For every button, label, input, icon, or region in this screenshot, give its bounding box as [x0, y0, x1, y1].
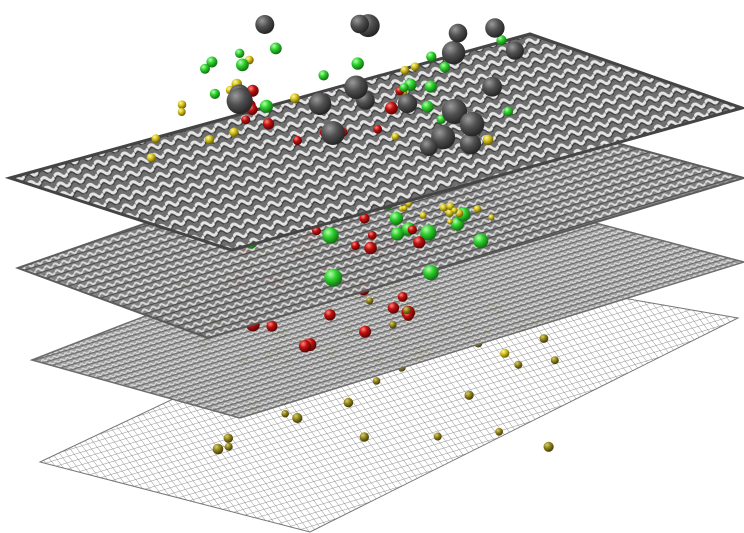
red-particle: [387, 302, 400, 314]
green-particle: [426, 51, 437, 62]
green-particle: [269, 42, 282, 55]
yellow-particle: [223, 433, 233, 443]
yellow-particle: [439, 203, 448, 212]
yellow-particle: [391, 132, 400, 141]
gray-particle: [320, 121, 345, 145]
yellow-particle: [539, 334, 549, 343]
gray-particle: [420, 138, 438, 156]
gray-particle: [255, 15, 275, 34]
green-particle: [322, 227, 339, 244]
red-particle: [397, 292, 408, 302]
green-particle: [236, 58, 249, 72]
gray-particle: [482, 76, 502, 97]
yellow-particle: [482, 134, 494, 146]
yellow-particle: [229, 127, 239, 137]
yellow-particle: [204, 135, 215, 145]
yellow-particle: [281, 409, 290, 418]
green-particle: [318, 70, 329, 81]
green-particle: [389, 211, 404, 226]
green-particle: [423, 264, 439, 281]
green-particle: [390, 227, 404, 241]
yellow-particle: [372, 377, 381, 385]
gray-particle: [226, 87, 253, 115]
yellow-particle: [410, 62, 420, 71]
gray-particle: [441, 41, 466, 65]
yellow-particle: [292, 412, 303, 424]
green-particle: [473, 233, 489, 249]
yellow-particle: [359, 432, 369, 442]
yellow-particle: [473, 205, 482, 213]
red-particle: [413, 236, 426, 249]
yellow-particle: [151, 134, 161, 144]
yellow-particle: [403, 306, 411, 315]
green-particle: [439, 62, 451, 73]
red-particle: [351, 241, 360, 251]
yellow-particle: [500, 348, 510, 358]
yellow-particle: [290, 93, 300, 104]
green-particle: [206, 56, 218, 68]
yellow-particle: [224, 442, 233, 451]
yellow-particle: [514, 360, 523, 369]
gray-particle: [459, 111, 485, 137]
green-particle: [399, 83, 409, 93]
red-particle: [367, 231, 377, 240]
yellow-particle: [212, 443, 224, 455]
yellow-particle: [146, 153, 156, 163]
red-particle: [364, 241, 377, 255]
gray-particle: [448, 23, 468, 43]
red-particle: [241, 115, 251, 125]
red-particle: [385, 101, 398, 115]
gray-particle: [344, 75, 368, 100]
yellow-particle: [550, 356, 559, 365]
gray-particle: [441, 98, 468, 124]
yellow-particle: [464, 390, 474, 400]
yellow-particle: [419, 212, 427, 219]
gray-particle: [485, 18, 505, 38]
green-particle: [259, 99, 273, 113]
gray-particle: [505, 41, 524, 60]
particles-above: [146, 14, 524, 163]
red-particle: [324, 309, 336, 321]
yellow-particle: [451, 207, 458, 214]
red-particle: [359, 325, 372, 338]
red-particle: [292, 135, 302, 146]
yellow-particle: [447, 218, 453, 225]
green-particle: [420, 224, 437, 241]
green-particle: [209, 88, 220, 99]
green-particle: [424, 80, 437, 93]
yellow-particle: [400, 65, 410, 75]
gray-particle: [431, 125, 456, 150]
green-particle: [200, 63, 210, 74]
red-particle: [407, 225, 417, 235]
yellow-particle: [366, 297, 374, 305]
green-particle: [351, 57, 364, 70]
yellow-particle: [495, 427, 503, 436]
red-particle: [298, 340, 312, 353]
green-particle: [235, 48, 245, 58]
yellow-particle: [446, 202, 455, 211]
green-particle: [496, 35, 507, 46]
yellow-particle: [433, 432, 442, 441]
gray-particle: [397, 93, 418, 114]
green-particle: [324, 268, 343, 287]
yellow-particle: [488, 214, 495, 221]
yellow-particle: [177, 108, 186, 116]
gray-particle: [308, 92, 332, 116]
red-particle: [266, 320, 278, 332]
green-particle: [421, 100, 434, 113]
green-particle: [503, 106, 514, 117]
yellow-particle: [401, 205, 408, 212]
yellow-particle: [389, 321, 397, 329]
red-particle: [262, 118, 275, 130]
red-particle: [359, 213, 370, 224]
gray-particle: [350, 14, 370, 34]
gray-particle: [459, 133, 482, 155]
yellow-particle: [177, 100, 187, 109]
red-particle: [373, 124, 383, 134]
yellow-particle: [343, 397, 354, 408]
yellow-particle: [543, 441, 554, 452]
